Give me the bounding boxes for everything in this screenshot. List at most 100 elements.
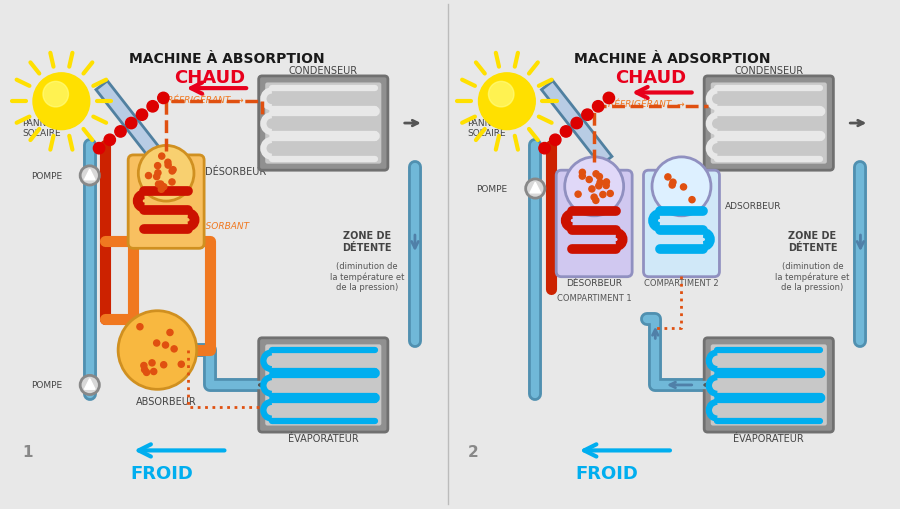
- Circle shape: [669, 183, 675, 189]
- Circle shape: [561, 127, 572, 138]
- Circle shape: [155, 171, 161, 177]
- Text: ZONE DE
DÉTENTE: ZONE DE DÉTENTE: [342, 231, 392, 252]
- Circle shape: [571, 118, 582, 129]
- Text: ←  ABSORBANT: ← ABSORBANT: [180, 221, 248, 231]
- Circle shape: [139, 146, 194, 202]
- Circle shape: [580, 170, 585, 176]
- Circle shape: [137, 324, 143, 330]
- Polygon shape: [542, 81, 612, 166]
- Circle shape: [603, 180, 609, 186]
- Circle shape: [596, 183, 602, 189]
- Circle shape: [154, 341, 159, 347]
- Circle shape: [43, 82, 68, 108]
- Circle shape: [158, 93, 169, 104]
- Circle shape: [80, 166, 99, 186]
- Text: 2: 2: [468, 444, 478, 459]
- Circle shape: [149, 360, 155, 366]
- Circle shape: [158, 154, 165, 160]
- FancyBboxPatch shape: [644, 171, 719, 277]
- Circle shape: [169, 168, 176, 175]
- Text: (diminution de
la température et
de la pression): (diminution de la température et de la p…: [329, 261, 404, 292]
- Circle shape: [147, 101, 158, 113]
- Text: FROID: FROID: [576, 464, 639, 482]
- Polygon shape: [96, 81, 166, 166]
- Circle shape: [564, 158, 624, 216]
- Circle shape: [586, 177, 592, 183]
- Circle shape: [593, 172, 599, 178]
- Circle shape: [652, 158, 711, 216]
- Circle shape: [140, 363, 147, 369]
- Text: RÉFRIGÉRANT  →: RÉFRIGÉRANT →: [608, 100, 685, 109]
- Polygon shape: [85, 170, 95, 180]
- Circle shape: [125, 118, 137, 129]
- Circle shape: [597, 174, 602, 180]
- Circle shape: [80, 376, 99, 395]
- FancyBboxPatch shape: [704, 77, 833, 171]
- FancyBboxPatch shape: [266, 83, 382, 164]
- Circle shape: [170, 167, 176, 174]
- Circle shape: [169, 180, 176, 186]
- Circle shape: [575, 192, 581, 198]
- Circle shape: [162, 342, 168, 348]
- Circle shape: [592, 101, 604, 113]
- Circle shape: [104, 135, 115, 146]
- FancyBboxPatch shape: [556, 171, 632, 277]
- Circle shape: [689, 197, 695, 203]
- Text: COMPARTIMENT 1: COMPARTIMENT 1: [557, 294, 632, 303]
- Circle shape: [603, 93, 615, 104]
- Circle shape: [539, 143, 550, 155]
- Circle shape: [160, 362, 166, 368]
- Circle shape: [526, 180, 544, 199]
- Circle shape: [171, 346, 177, 352]
- Text: DÉSORBEUR: DÉSORBEUR: [205, 167, 266, 177]
- Text: CHAUD: CHAUD: [616, 69, 687, 88]
- Text: ÉVAPORATEUR: ÉVAPORATEUR: [288, 433, 359, 443]
- FancyBboxPatch shape: [704, 338, 833, 432]
- FancyBboxPatch shape: [711, 345, 827, 426]
- Circle shape: [156, 182, 162, 188]
- Circle shape: [165, 160, 171, 166]
- Text: PANNEAU
SOLAIRE: PANNEAU SOLAIRE: [468, 119, 510, 138]
- FancyBboxPatch shape: [258, 338, 388, 432]
- Text: DÉSORBEUR: DÉSORBEUR: [566, 278, 622, 288]
- Circle shape: [165, 163, 171, 169]
- Circle shape: [581, 110, 593, 121]
- Circle shape: [591, 195, 598, 201]
- Circle shape: [550, 135, 561, 146]
- Circle shape: [680, 184, 687, 190]
- Text: POMPE: POMPE: [31, 381, 62, 390]
- Circle shape: [33, 74, 90, 130]
- Polygon shape: [530, 183, 541, 193]
- Circle shape: [608, 191, 613, 197]
- Text: POMPE: POMPE: [476, 185, 508, 193]
- Circle shape: [166, 330, 173, 336]
- Text: COMPARTIMENT 2: COMPARTIMENT 2: [644, 278, 719, 288]
- Circle shape: [146, 173, 151, 179]
- Polygon shape: [85, 379, 95, 389]
- Text: ÉVAPORATEUR: ÉVAPORATEUR: [734, 433, 805, 443]
- Circle shape: [143, 370, 149, 376]
- Text: MACHINE À ABSORPTION: MACHINE À ABSORPTION: [130, 52, 325, 66]
- Text: 1: 1: [22, 444, 32, 459]
- Circle shape: [155, 163, 161, 169]
- Circle shape: [154, 174, 159, 180]
- FancyBboxPatch shape: [266, 345, 382, 426]
- Text: ADSORBEUR: ADSORBEUR: [725, 202, 781, 211]
- FancyBboxPatch shape: [128, 156, 204, 249]
- Circle shape: [158, 182, 164, 188]
- Circle shape: [136, 110, 148, 121]
- Text: FROID: FROID: [130, 464, 194, 482]
- Circle shape: [150, 369, 157, 375]
- Circle shape: [141, 367, 148, 373]
- Circle shape: [118, 311, 197, 389]
- Text: ZONE DE
DÉTENTE: ZONE DE DÉTENTE: [788, 231, 837, 252]
- Circle shape: [670, 180, 676, 186]
- Text: CONDENSEUR: CONDENSEUR: [289, 66, 358, 76]
- Text: ABSORBEUR: ABSORBEUR: [136, 396, 196, 406]
- Text: CONDENSEUR: CONDENSEUR: [734, 66, 804, 76]
- Circle shape: [580, 174, 585, 180]
- Circle shape: [489, 82, 514, 108]
- Text: RÉFRIGÉRANT  →: RÉFRIGÉRANT →: [167, 96, 244, 104]
- Text: CHAUD: CHAUD: [175, 69, 246, 88]
- Circle shape: [597, 180, 603, 186]
